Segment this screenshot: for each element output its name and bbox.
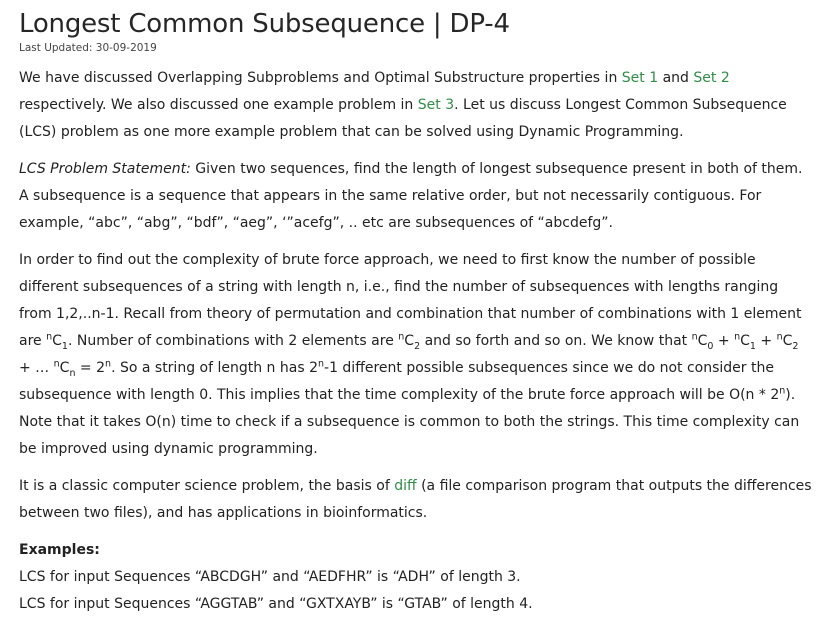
example-line: LCS for input Sequences “ABCDGH” and “AE… xyxy=(19,569,521,585)
ellipsis: + … xyxy=(19,360,54,376)
plus-sign: + xyxy=(755,333,777,349)
complexity-text: ). Note that it takes O(n) time to check… xyxy=(19,387,800,457)
complexity-text: . So a string of length n has 2 xyxy=(111,360,318,376)
classic-paragraph: It is a classic computer science problem… xyxy=(19,473,812,527)
subscript: 2 xyxy=(792,340,799,352)
intro-text: We have discussed Overlapping Subproblem… xyxy=(19,70,622,86)
superscript: n xyxy=(53,358,60,370)
combination-symbol: C xyxy=(697,333,708,349)
combination-symbol: C xyxy=(740,333,750,349)
link-diff[interactable]: diff xyxy=(394,478,417,494)
intro-text: respectively. We also discussed one exam… xyxy=(19,97,418,113)
subscript: 1 xyxy=(61,340,68,352)
plus-sign: + xyxy=(713,333,735,349)
superscript: n xyxy=(46,331,53,343)
complexity-text: -1 different possible subsequences since… xyxy=(19,360,780,403)
intro-paragraph: We have discussed Overlapping Subproblem… xyxy=(19,65,812,146)
classic-text: (a file comparison program that outputs … xyxy=(19,478,812,521)
superscript: n xyxy=(734,331,741,343)
combination-symbol: C xyxy=(404,333,415,349)
superscript: n xyxy=(317,358,325,370)
complexity-text: . Number of combinations with 2 elements… xyxy=(67,333,399,349)
page-title: Longest Common Subsequence | DP-4 xyxy=(19,9,510,39)
combination-symbol: C xyxy=(782,333,793,349)
combination-symbol: C xyxy=(59,360,70,376)
superscript: n xyxy=(398,331,405,343)
subscript: 2 xyxy=(414,340,421,352)
examples-section: Examples: LCS for input Sequences “ABCDG… xyxy=(19,537,812,618)
equals-two: = 2 xyxy=(75,360,106,376)
examples-heading: Examples: xyxy=(19,542,100,558)
link-set-2[interactable]: Set 2 xyxy=(693,70,730,86)
complexity-paragraph: In order to find out the complexity of b… xyxy=(19,247,812,463)
classic-text: It is a classic computer science problem… xyxy=(19,478,395,494)
complexity-text: In order to find out the complexity of b… xyxy=(19,252,802,349)
problem-statement-paragraph: LCS Problem Statement: Given two sequenc… xyxy=(19,156,812,237)
subscript: n xyxy=(69,367,76,379)
superscript: n xyxy=(105,358,112,370)
combination-symbol: C xyxy=(52,333,62,349)
example-line: LCS for input Sequences “AGGTAB” and “GX… xyxy=(19,596,533,612)
link-set-1[interactable]: Set 1 xyxy=(621,70,659,86)
subscript: 1 xyxy=(749,340,756,352)
problem-statement-label: LCS Problem Statement: xyxy=(19,161,191,177)
superscript: n xyxy=(691,331,698,343)
subscript: 0 xyxy=(707,340,714,352)
last-updated: Last Updated: 30-09-2019 xyxy=(19,42,157,54)
link-set-3[interactable]: Set 3 xyxy=(417,97,455,113)
problem-statement-text: Given two sequences, find the length of … xyxy=(19,161,803,231)
superscript: n xyxy=(776,331,783,343)
intro-text: . Let us discuss Longest Common Subseque… xyxy=(19,97,787,140)
complexity-text: and so forth and so on. We know that xyxy=(420,333,692,349)
superscript: n xyxy=(779,385,786,397)
intro-text: and xyxy=(658,70,694,86)
